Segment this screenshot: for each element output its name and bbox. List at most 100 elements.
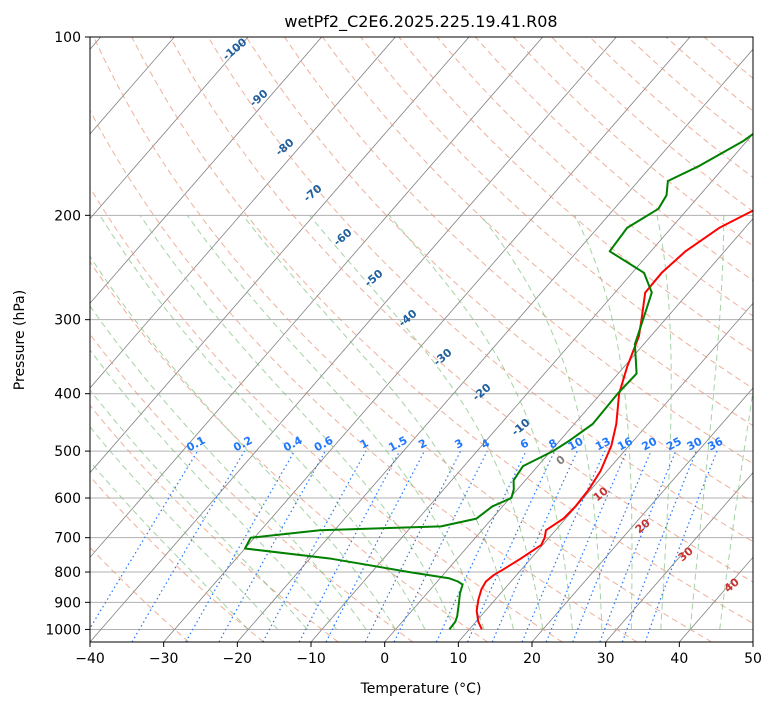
dry-adiabat-line (436, 37, 753, 317)
temperature-profile-line (475, 209, 753, 630)
moist-adiabat-line (90, 389, 308, 630)
mixing-ratio-line (262, 450, 367, 642)
moist-adiabats (90, 214, 753, 630)
moist-adiabat-line (388, 214, 573, 630)
y-tick-label: 500 (54, 444, 81, 460)
isotherm-line (752, 641, 753, 642)
dry-adiabat-line (90, 404, 339, 642)
y-tick-label: 400 (54, 387, 81, 403)
profile-series (244, 132, 753, 631)
moist-adiabat-line (719, 387, 753, 630)
dry-adiabat-line (131, 37, 753, 624)
dry-adiabat-line (90, 475, 264, 642)
mixing-ratio-line (90, 450, 199, 630)
x-tick-label: −10 (296, 651, 326, 667)
y-tick-label: 300 (54, 313, 81, 329)
mixing-ratio-line (218, 450, 326, 642)
isotherm-line (679, 556, 753, 642)
isotherm-line (531, 387, 753, 642)
isotherm-line (163, 37, 691, 642)
dry-adiabat-label: -10 (509, 416, 533, 439)
dry-adiabat-label: -90 (247, 87, 271, 110)
moist-adiabat-line (139, 215, 455, 630)
moist-adiabat-line (656, 215, 672, 630)
moist-adiabat-line (186, 215, 485, 630)
reference-line-labels: 0.1 0.2 0.4 0.6 1 1.5 2 3 4 6 8 10 13 16 20 25 30 36-100-… (184, 35, 742, 595)
mixing-ratio-label: 4 (479, 436, 492, 451)
mixing-ratio-label: 6 (518, 436, 531, 451)
x-tick-label: −30 (149, 651, 179, 667)
isotherm-line (90, 37, 396, 389)
x-tick-label: 40 (670, 651, 688, 667)
x-tick-label: 10 (449, 651, 467, 667)
moist-adiabat-line (90, 426, 279, 630)
y-tick-label: 900 (54, 595, 81, 611)
isotherm-line (310, 133, 753, 642)
mixing-ratio-label: 2 (416, 436, 429, 451)
y-tick-label: 200 (54, 208, 81, 224)
y-tick-label: 800 (54, 565, 81, 581)
isotherm-line (458, 302, 753, 642)
dry-adiabat-label: -20 (470, 381, 494, 404)
moist-adiabat-line (689, 215, 725, 630)
moist-adiabat-line (90, 460, 249, 630)
x-tick-label: 0 (380, 651, 389, 667)
dry-adiabat-line (169, 37, 753, 583)
dry-adiabat-label: -50 (362, 267, 386, 290)
isotherm-line (90, 37, 617, 642)
dry-adiabat-line (90, 260, 488, 642)
moist-adiabat-line (574, 215, 633, 630)
dry-adiabat-label: 30 (676, 544, 696, 564)
dry-adiabat-line (207, 37, 753, 543)
mixing-ratio-label: 16 (615, 435, 635, 454)
moist-adiabat-line (242, 214, 514, 630)
mixing-ratio-line (466, 450, 556, 642)
chart-title: wetPf2_C2E6.2025.225.19.41.R08 (284, 12, 557, 32)
dry-adiabat-line (474, 37, 753, 282)
dry-adiabat-line (245, 37, 753, 503)
isotherm-line (90, 37, 322, 304)
mixing-ratio-line (572, 450, 652, 642)
mixing-ratio-line (131, 450, 246, 642)
dry-adiabat-line (90, 109, 638, 642)
y-tick-label: 1000 (45, 622, 81, 638)
dry-adiabat-label: -80 (273, 136, 297, 159)
mixing-ratio-label: 3 (453, 436, 466, 451)
mixing-ratio-label: 10 (566, 435, 586, 454)
dry-adiabat-line (703, 37, 753, 79)
dewpoint-profile-line (244, 132, 753, 631)
x-tick-label: 20 (523, 651, 541, 667)
isotherm-line (605, 472, 753, 642)
mixing-ratio-line (599, 450, 677, 642)
x-tick-label: −20 (223, 651, 253, 667)
mixing-ratio-label: 36 (706, 435, 726, 454)
dry-adiabat-line (551, 37, 753, 212)
y-tick-label: 600 (54, 491, 81, 507)
isotherm-line (90, 37, 249, 220)
dry-adiabat-line (90, 333, 414, 642)
isotherm-line (384, 218, 753, 642)
mixing-ratio-label: 20 (640, 435, 660, 454)
dry-adiabat-label: 0 (554, 453, 568, 468)
x-tick-label: −40 (75, 651, 105, 667)
mixing-ratio-line (644, 450, 718, 642)
mixing-ratio-label: 30 (685, 435, 705, 454)
moist-adiabat-line (90, 305, 367, 630)
y-tick-label: 700 (54, 531, 81, 547)
mixing-ratio-line (435, 450, 527, 642)
isotherm-line (237, 48, 753, 642)
dry-adiabat-label: -70 (301, 182, 325, 205)
plot-frame (89, 36, 754, 643)
dry-adiabat-label: -30 (431, 346, 455, 369)
dry-adiabat-label: -100 (220, 35, 250, 63)
dry-adiabat-line (513, 37, 753, 247)
mixing-ratio-line (298, 450, 401, 642)
skewed-isotherms (90, 37, 753, 642)
mixing-ratio-label: 25 (664, 435, 684, 454)
dry-adiabat-label: 40 (722, 575, 742, 595)
x-tick-label: 30 (597, 651, 615, 667)
mixing-ratio-line (393, 450, 488, 642)
moist-adiabat-line (90, 255, 397, 630)
mixing-ratio-label: 13 (593, 435, 613, 454)
